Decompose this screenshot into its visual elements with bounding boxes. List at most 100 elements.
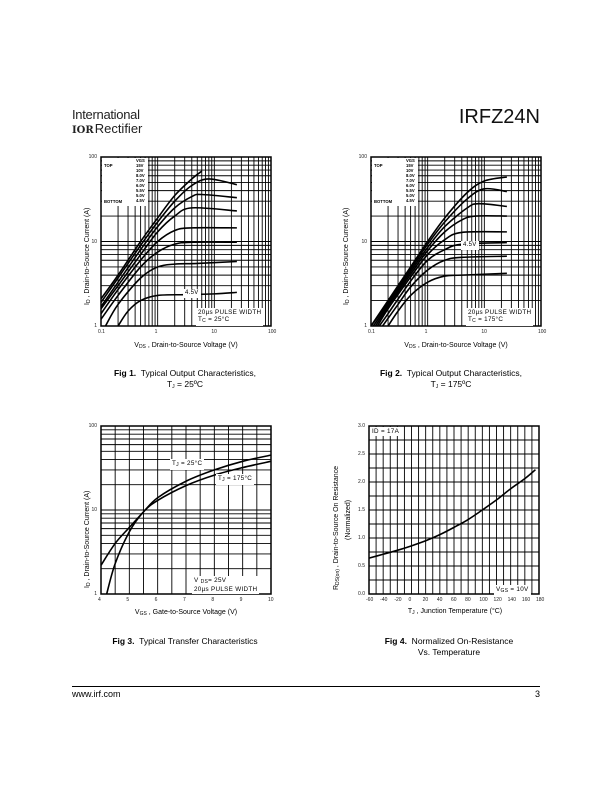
x-tick-label: 10 [481, 329, 487, 335]
test-conditions: 20µs PULSE WIDTH TC = 25°C [196, 308, 264, 326]
legend-item: 5.0V [406, 193, 415, 198]
pulse-width: 20µs PULSE WIDTH [468, 309, 532, 316]
x-axis-label: VGS , Gate-to-Source Voltage (V) [134, 609, 238, 617]
legend-bottom: BOTTOM [104, 199, 123, 204]
legend-item: 5.0V [136, 193, 145, 198]
legend-bottom: BOTTOM [374, 199, 393, 204]
x-tick-label: 180 [536, 597, 545, 603]
series-line [370, 187, 508, 327]
test-conditions: V DS= 25V 20µs PULSE WIDTH [192, 576, 260, 594]
x-tick-label: 6 [154, 597, 158, 603]
series-line [100, 206, 237, 310]
x-tick-label: 9 [239, 597, 243, 603]
y-tick-label: 100 [88, 423, 97, 429]
plot-frame [100, 425, 272, 595]
figure-caption: Fig 1. Typical Output Characteristics, TJ… [113, 368, 257, 390]
series-line [372, 202, 507, 327]
series-line [104, 260, 237, 327]
y-tick-label: 1 [94, 323, 97, 329]
page-number: 3 [534, 689, 540, 699]
x-tick-label: 60 [451, 597, 457, 603]
plot-frame [370, 156, 542, 327]
x-tick-label: 4 [98, 597, 101, 603]
y-tick-label: 2.0 [358, 479, 365, 485]
brand-name: International [72, 107, 140, 122]
x-axis-label: VDS , Drain-to-Source Voltage (V) [134, 342, 238, 350]
test-conditions: 20µs PULSE WIDTH TC = 175°C [466, 308, 534, 326]
y-tick-label: 0.5 [358, 563, 365, 569]
test-conditions: VGS = 10V [494, 585, 531, 596]
x-tick-label: 100 [538, 329, 547, 335]
y-tick-label: 10 [361, 238, 367, 245]
y-axis-label-line2: (Normalized) [345, 499, 352, 540]
part-number: IRFZ24N [458, 106, 540, 128]
chart-fig4: ID = 17A VGS = 10V -60 -40 -20 0 20 40 60 80 100… [358, 423, 544, 603]
y-tick-label: 100 [358, 154, 367, 160]
y-tick-label: 1 [364, 323, 367, 329]
pulse-width: 20µs PULSE WIDTH [198, 309, 262, 316]
x-tick-label: 100 [479, 597, 488, 603]
pulse-width: 20µs PULSE WIDTH [194, 586, 258, 593]
x-tick-label: -40 [380, 597, 388, 603]
brand-logo: IORRectifier [72, 121, 142, 136]
legend: TOP BOTTOM VGS 15V 10V 8.0V 7.0V 6.0V 5.5V 5.0V… [102, 158, 148, 206]
y-tick-label: 3.0 [358, 423, 365, 429]
chart-fig3: TJ = 25°C TJ = 175°C V DS= 25V 20µs PULSE… [89, 423, 274, 603]
series-line [100, 226, 237, 315]
legend-item: 8.0V [136, 173, 145, 178]
footer-url[interactable]: www.irf.com [72, 689, 121, 699]
legend-item: 6.0V [406, 183, 415, 188]
y-tick-label: 1.0 [358, 535, 365, 541]
legend-item: 15V [406, 163, 414, 168]
case-temp: TC = 175°C [468, 316, 504, 324]
legend-header: VGS [136, 158, 145, 163]
x-tick-label: 1 [424, 329, 428, 335]
x-axis-label: VDS , Drain-to-Source Voltage (V) [404, 342, 508, 350]
x-tick-label: 140 [507, 597, 516, 603]
legend-top: TOP [374, 163, 383, 168]
x-tick-label: 80 [465, 597, 471, 603]
x-tick-label: 0 [408, 597, 412, 603]
x-tick-label: 0.1 [368, 329, 375, 335]
plot-frame [100, 156, 272, 327]
y-axis-label: ID , Drain-to-Source Current (A) [84, 207, 92, 305]
legend-item: 6.0V [136, 183, 145, 188]
x-tick-label: 10 [211, 329, 217, 335]
y-tick-label: 0.0 [358, 591, 365, 597]
legend-item: 10V [406, 168, 414, 173]
curve-label: 4.5V [461, 241, 479, 250]
x-tick-label: 20 [422, 597, 429, 603]
legend: TOP BOTTOM VGS 15V 10V 8.0V 7.0V 6.0V 5.5V 5.0V… [372, 158, 418, 206]
plot-frame [368, 425, 540, 595]
x-tick-label: 5 [126, 597, 130, 603]
footer-divider [72, 686, 540, 687]
series-label-25c: TJ = 25°C [170, 459, 205, 470]
x-tick-label: 7 [183, 597, 186, 603]
x-tick-label: 10 [268, 597, 274, 603]
series-line [105, 460, 272, 595]
x-tick-label: 1 [154, 329, 158, 335]
legend-item: 5.5V [406, 188, 415, 193]
x-tick-label: 120 [493, 597, 502, 603]
x-tick-label: 40 [436, 597, 443, 603]
series-line [381, 255, 507, 327]
y-axis-label: ID , Drain-to-Source Current (A) [84, 490, 92, 588]
x-tick-label: -20 [394, 597, 402, 603]
y-axis-label: ID , Drain-to-Source Current (A) [343, 207, 351, 305]
plot-area [368, 425, 540, 595]
series-line [374, 214, 507, 327]
y-tick-label: 10 [91, 238, 97, 245]
id-label: ID = 17A [370, 427, 402, 436]
legend-item: 7.0V [136, 178, 145, 183]
series-line [100, 454, 272, 566]
series-line [117, 291, 237, 327]
legend-item: 15V [136, 163, 144, 168]
vds: V DS= 25V [194, 577, 227, 585]
legend-item: 5.5V [136, 188, 145, 193]
curve-label: 4.5V [183, 289, 201, 298]
x-axis-label: TJ , Junction Temperature (°C) [407, 608, 503, 616]
y-axis-label: RDS(on) , Drain-to-Source On Resistance [333, 465, 341, 590]
brand-rectifier: Rectifier [94, 121, 143, 136]
chart-fig2: TOP BOTTOM VGS 15V 10V 8.0V 7.0V 6.0V 5.5V 5.0V… [359, 154, 547, 335]
x-tick-label: -60 [366, 597, 374, 603]
